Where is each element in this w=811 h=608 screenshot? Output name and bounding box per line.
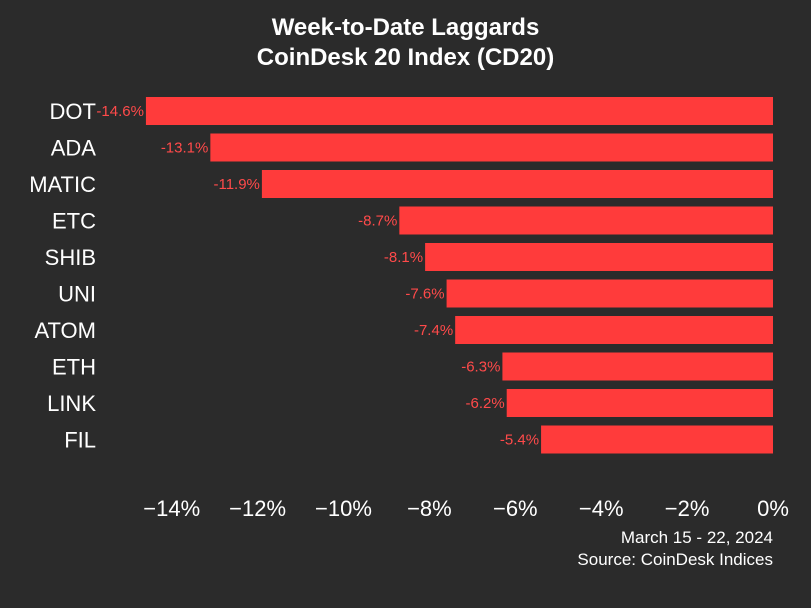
bar-eth — [502, 352, 773, 381]
value-label-fil: -5.4% — [500, 432, 539, 449]
category-label-ada: ADA — [51, 136, 97, 161]
category-label-matic: MATIC — [29, 172, 96, 197]
value-label-uni: -7.6% — [405, 286, 444, 303]
category-label-eth: ETH — [52, 355, 96, 380]
value-label-ada: -13.1% — [161, 140, 209, 157]
bar-uni — [446, 279, 773, 308]
x-tick-label: −14% — [143, 496, 200, 521]
bar-link — [506, 389, 773, 417]
chart-subtitle: CoinDesk 20 Index (CD20) — [256, 44, 555, 71]
x-tick-label: 0% — [757, 496, 789, 521]
bar-matic — [261, 170, 773, 198]
value-labels-layer: -14.6% -13.1% -11.9% -8.7% -8.1% -7.6% -7.4% -6… — [96, 103, 539, 449]
value-label-eth: -6.3% — [461, 359, 500, 376]
category-labels-layer: DOT ADA MATIC ETC SHIB UNI ATOM ETH LINK FIL — [29, 99, 96, 453]
bar-fil — [541, 425, 773, 454]
category-label-atom: ATOM — [34, 318, 96, 343]
category-label-link: LINK — [47, 391, 96, 416]
value-label-link: -6.2% — [466, 395, 505, 412]
value-label-matic: -11.9% — [213, 176, 259, 193]
bar-shib — [425, 243, 773, 271]
source-note: Source: CoinDesk Indices — [577, 550, 773, 569]
category-label-dot: DOT — [50, 99, 96, 124]
x-axis-ticks: −14% −12% −10% −8% −6% −4% −2% 0% — [143, 496, 789, 521]
x-tick-label: −8% — [407, 496, 452, 521]
value-label-dot: -14.6% — [96, 103, 144, 120]
x-tick-label: −10% — [315, 496, 372, 521]
bars-layer — [145, 97, 774, 454]
bar-etc — [399, 206, 773, 235]
value-label-shib: -8.1% — [384, 249, 423, 266]
category-label-shib: SHIB — [45, 245, 96, 270]
chart-title: Week-to-Date Laggards — [271, 14, 540, 41]
value-label-etc: -8.7% — [358, 213, 397, 230]
bar-dot — [145, 97, 773, 125]
x-tick-label: −4% — [579, 496, 624, 521]
x-tick-label: −2% — [665, 496, 710, 521]
x-tick-label: −12% — [229, 496, 286, 521]
bar-ada — [210, 133, 774, 162]
bar-atom — [455, 316, 773, 344]
x-tick-label: −6% — [493, 496, 538, 521]
category-label-etc: ETC — [52, 209, 96, 234]
category-label-fil: FIL — [64, 428, 96, 453]
date-range: March 15 - 22, 2024 — [620, 528, 773, 547]
value-label-atom: -7.4% — [414, 322, 453, 339]
category-label-uni: UNI — [58, 282, 96, 307]
